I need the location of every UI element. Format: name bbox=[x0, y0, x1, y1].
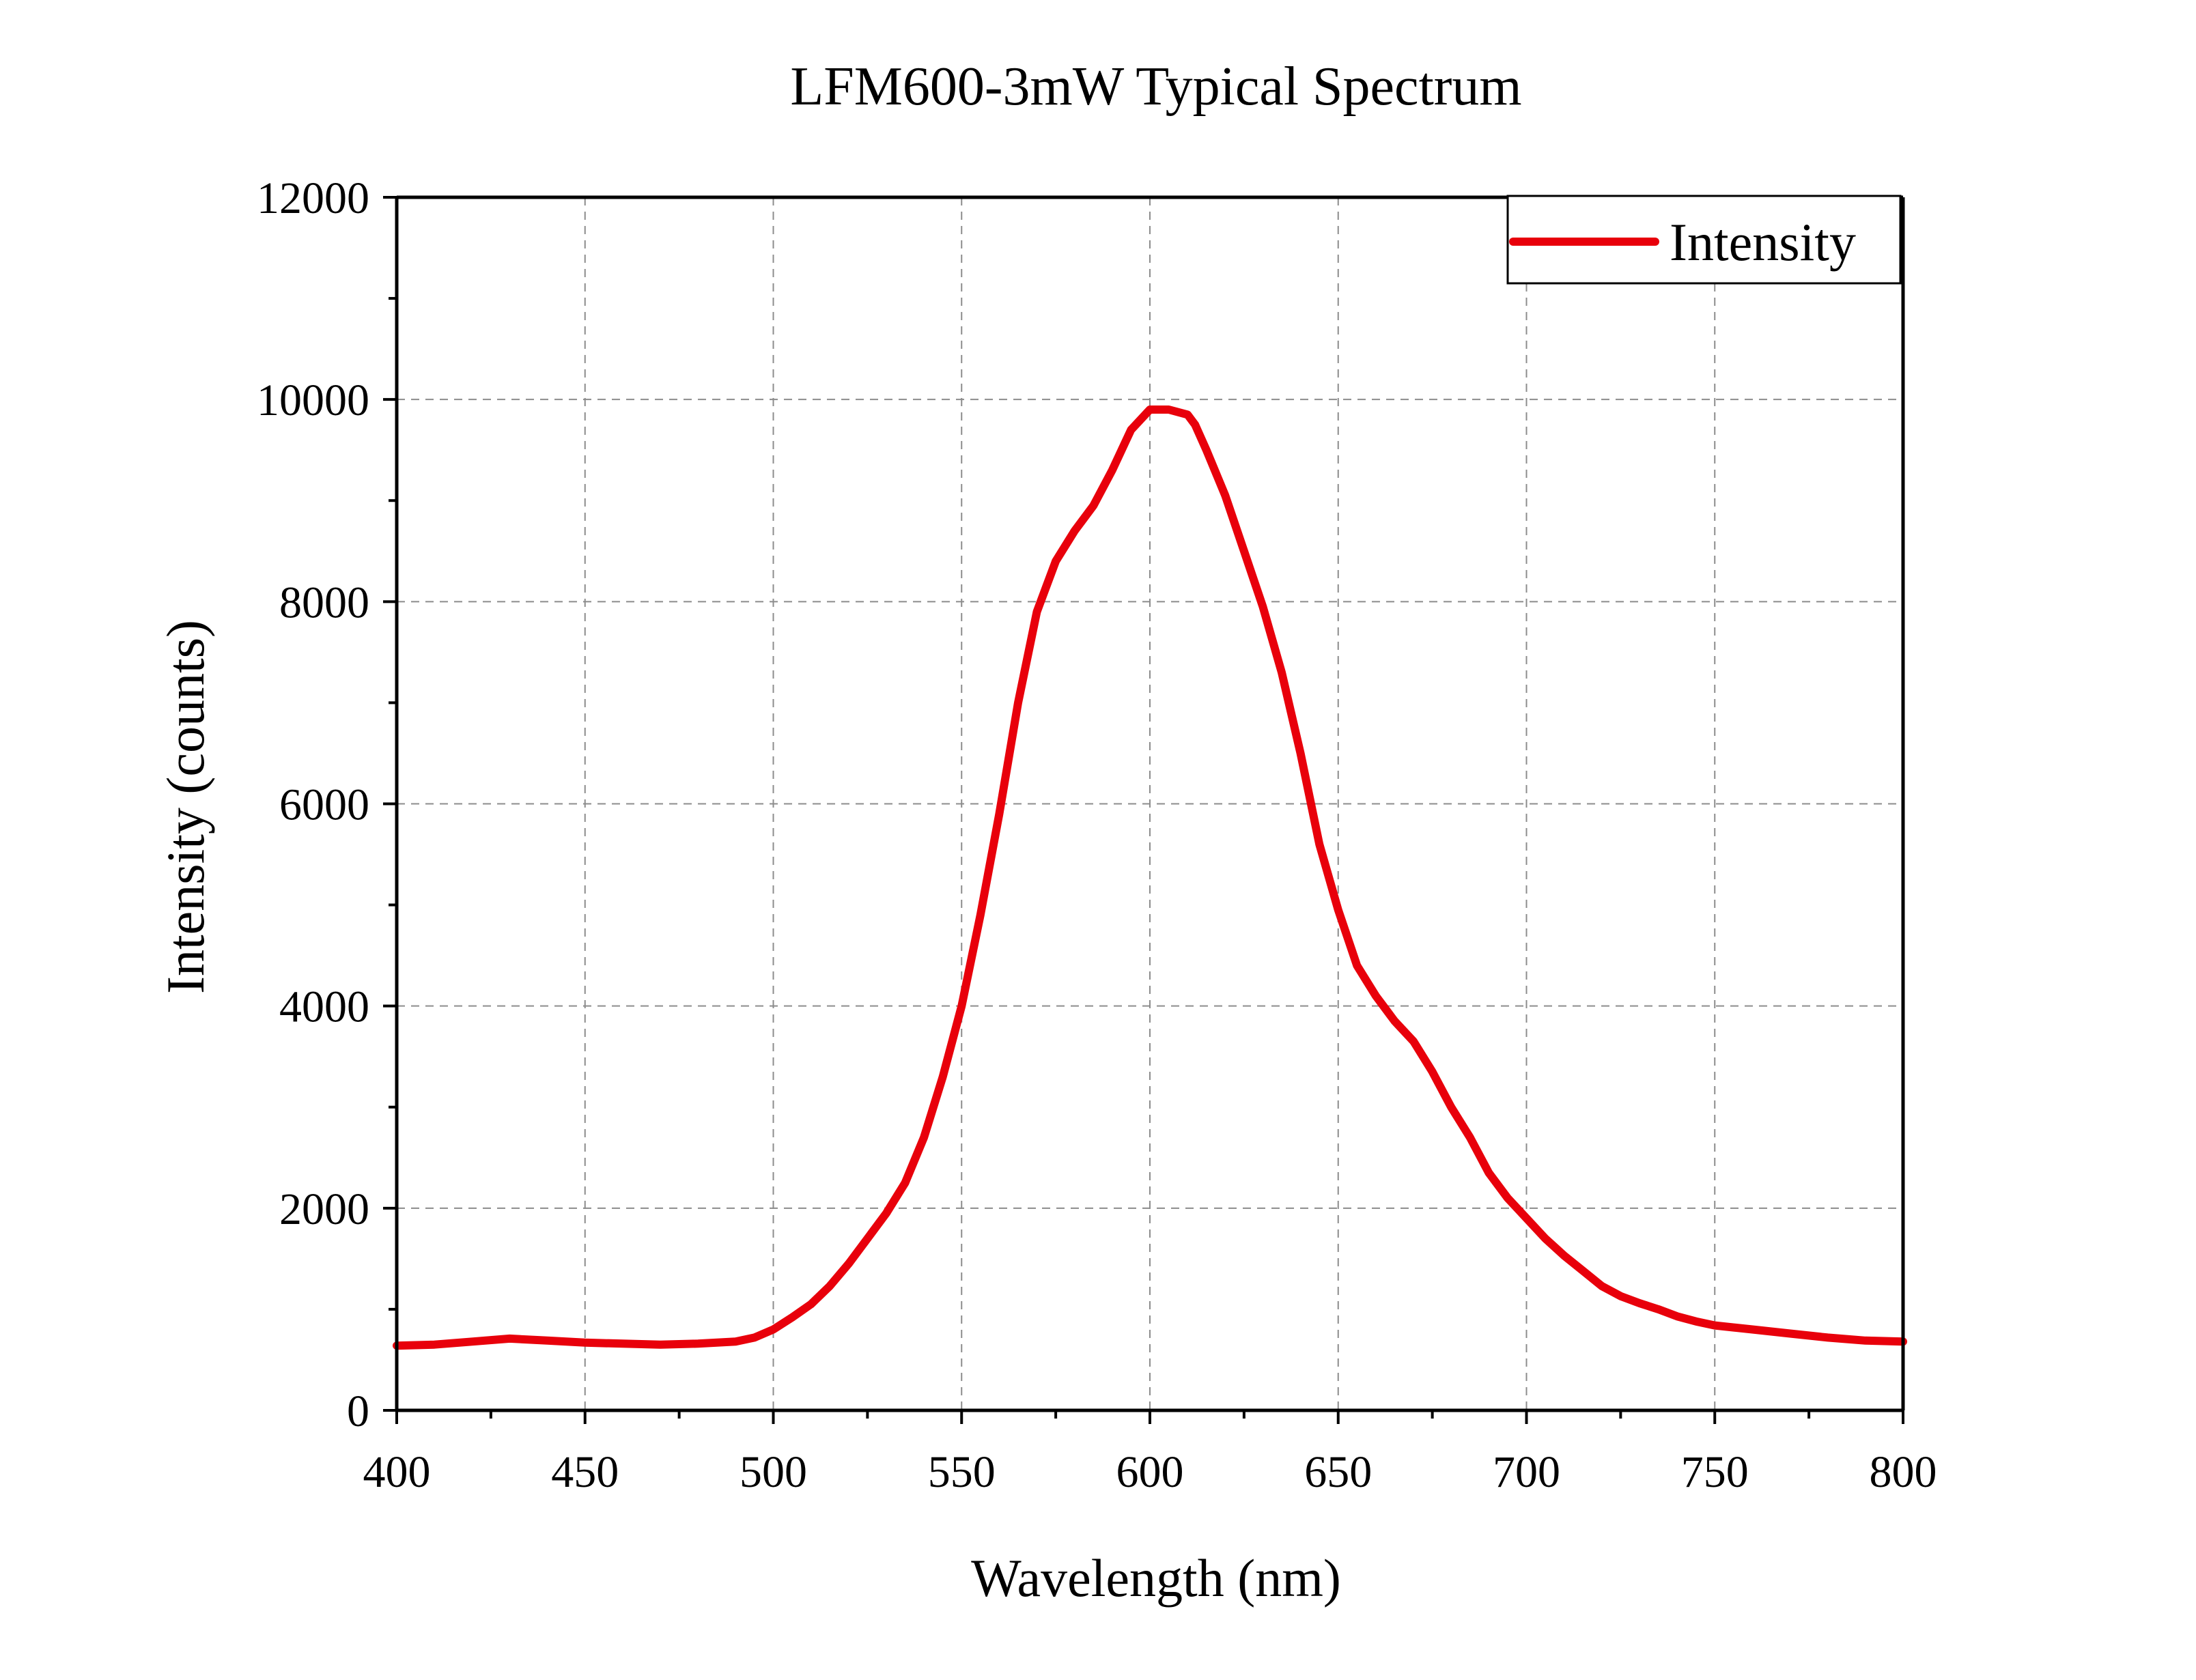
data-point bbox=[901, 1179, 909, 1186]
data-point bbox=[694, 1340, 702, 1348]
data-point bbox=[1560, 1252, 1568, 1259]
data-point bbox=[770, 1326, 777, 1333]
grid-layer bbox=[397, 197, 1903, 1410]
data-point bbox=[1353, 962, 1361, 969]
data-point bbox=[1316, 840, 1323, 848]
data-point bbox=[1192, 421, 1199, 429]
data-point bbox=[1202, 446, 1210, 454]
data-point bbox=[1635, 1300, 1643, 1307]
y-tick-label: 2000 bbox=[279, 1184, 369, 1234]
data-point bbox=[1334, 906, 1342, 913]
data-point bbox=[1786, 1330, 1794, 1337]
data-point bbox=[1504, 1195, 1511, 1202]
data-point bbox=[789, 1313, 796, 1321]
data-point bbox=[1071, 527, 1078, 535]
data-point bbox=[581, 1339, 589, 1346]
series-line-intensity bbox=[393, 405, 1907, 1350]
data-point bbox=[1184, 411, 1192, 418]
data-point bbox=[468, 1338, 476, 1346]
data-point bbox=[1372, 992, 1379, 999]
x-tick-label: 700 bbox=[1493, 1447, 1560, 1497]
data-point bbox=[1428, 1068, 1436, 1075]
data-point bbox=[1674, 1313, 1681, 1320]
data-point bbox=[1410, 1038, 1418, 1045]
y-tick-label: 10000 bbox=[257, 375, 369, 425]
data-point bbox=[506, 1335, 513, 1342]
data-point bbox=[1711, 1322, 1719, 1329]
data-point bbox=[732, 1338, 740, 1346]
data-point bbox=[1165, 405, 1172, 413]
x-tick-label: 600 bbox=[1116, 1447, 1184, 1497]
data-point bbox=[750, 1334, 758, 1341]
data-point bbox=[619, 1340, 626, 1348]
data-point bbox=[1466, 1134, 1474, 1141]
data-point bbox=[920, 1134, 928, 1141]
x-tick-label: 500 bbox=[740, 1447, 807, 1497]
legend: Intensity bbox=[1506, 195, 1902, 285]
data-point bbox=[1861, 1337, 1869, 1344]
data-point bbox=[1391, 1017, 1398, 1025]
x-tick-label: 550 bbox=[928, 1447, 996, 1497]
data-point bbox=[882, 1210, 890, 1217]
data-point bbox=[996, 810, 1003, 818]
data-point bbox=[1146, 405, 1153, 413]
data-point bbox=[1598, 1282, 1605, 1290]
data-point bbox=[544, 1337, 551, 1344]
legend-label-intensity: Intensity bbox=[1670, 212, 1856, 272]
data-point bbox=[1655, 1305, 1662, 1313]
data-point bbox=[431, 1341, 438, 1348]
data-point bbox=[1052, 558, 1060, 565]
curve-layer bbox=[393, 405, 1907, 1350]
x-axis-title: Wavelength (nm) bbox=[971, 1548, 1341, 1608]
data-point bbox=[1259, 603, 1267, 610]
data-point bbox=[1090, 502, 1097, 509]
chart-title: LFM600-3mW Typical Spectrum bbox=[790, 57, 1521, 117]
data-point bbox=[1127, 426, 1135, 433]
tick-layer: 400 450 500 550 600 650 700 750 8000200040006000… bbox=[257, 173, 1937, 1497]
x-tick-label: 750 bbox=[1681, 1447, 1749, 1497]
data-point bbox=[1692, 1318, 1700, 1325]
x-tick-label: 450 bbox=[551, 1447, 619, 1497]
y-tick-label: 0 bbox=[347, 1386, 369, 1436]
y-axis-title: Intensity (counts) bbox=[156, 620, 215, 994]
data-point bbox=[1542, 1235, 1549, 1242]
data-point bbox=[1824, 1334, 1831, 1341]
data-point bbox=[845, 1260, 852, 1268]
data-point bbox=[864, 1235, 871, 1242]
data-point bbox=[1448, 1103, 1455, 1111]
data-point bbox=[657, 1341, 664, 1348]
x-tick-label: 400 bbox=[363, 1447, 431, 1497]
data-point bbox=[1485, 1169, 1493, 1177]
data-point bbox=[1014, 699, 1022, 707]
data-point bbox=[1579, 1267, 1587, 1275]
data-point bbox=[826, 1282, 834, 1290]
x-tick-label: 800 bbox=[1870, 1447, 1937, 1497]
data-point bbox=[939, 1073, 946, 1081]
data-point bbox=[976, 911, 984, 919]
data-point bbox=[1749, 1326, 1756, 1333]
y-tick-label: 6000 bbox=[279, 780, 369, 830]
data-point bbox=[1222, 492, 1229, 499]
data-point bbox=[1108, 466, 1116, 474]
data-point bbox=[807, 1300, 815, 1308]
data-point bbox=[958, 1002, 966, 1010]
data-point bbox=[1278, 668, 1286, 676]
y-tick-label: 8000 bbox=[279, 578, 369, 627]
data-point bbox=[1617, 1292, 1624, 1300]
data-point bbox=[1523, 1214, 1530, 1222]
y-tick-label: 12000 bbox=[257, 173, 369, 223]
x-tick-label: 650 bbox=[1304, 1447, 1372, 1497]
data-point bbox=[1297, 750, 1304, 757]
y-tick-label: 4000 bbox=[279, 982, 369, 1032]
data-point bbox=[1033, 608, 1041, 616]
data-point bbox=[1240, 547, 1248, 555]
